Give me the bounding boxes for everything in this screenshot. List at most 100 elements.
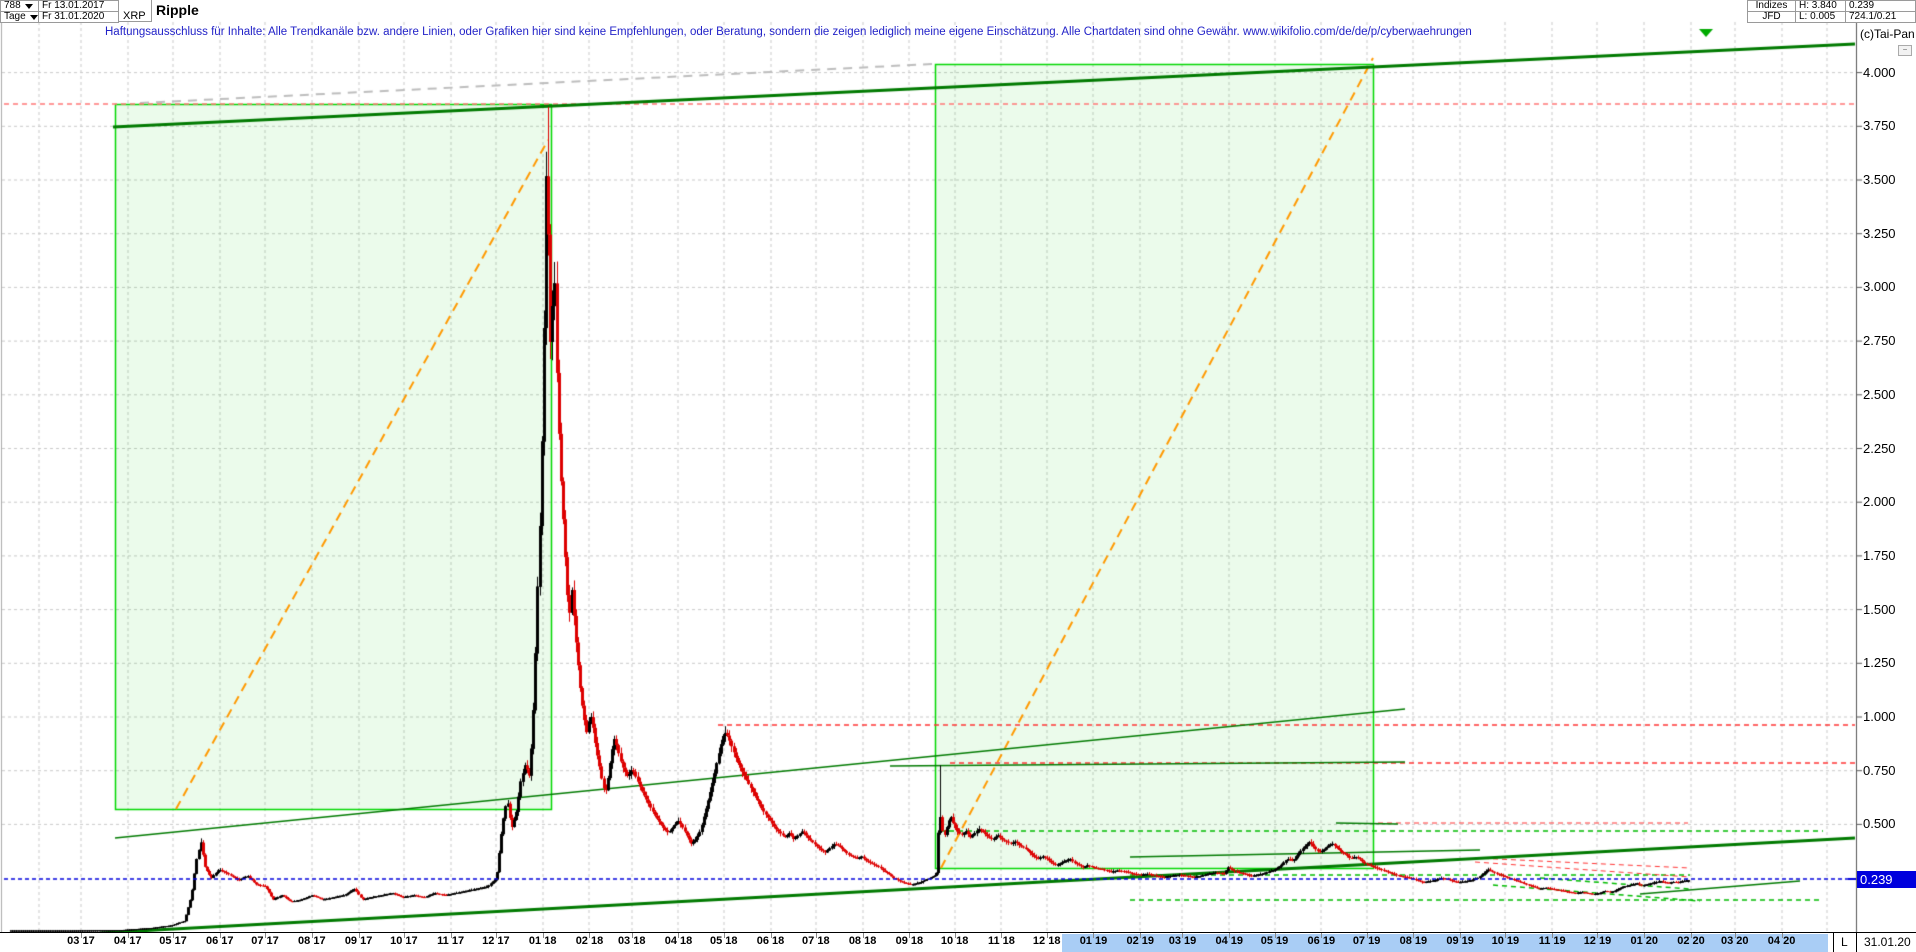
x-axis-tick	[1505, 933, 1507, 938]
x-axis-tick	[1321, 933, 1323, 938]
y-axis-label: 2.250	[1863, 440, 1896, 456]
x-axis-month-label: 04 18	[664, 935, 693, 947]
y-axis-label: 2.500	[1863, 386, 1896, 402]
x-axis-tick	[1552, 933, 1554, 938]
x-axis-month-label: 07 17	[251, 935, 279, 947]
low-marker: L	[1841, 935, 1848, 949]
x-axis-month-label: 05 18	[709, 935, 738, 947]
x-axis-tick	[265, 933, 267, 938]
y-axis-label: 3.250	[1863, 225, 1896, 241]
x-axis-month-label: 06 17	[205, 935, 234, 947]
date-to-field[interactable]: Fr 31.01.2020	[38, 11, 119, 23]
last-date-label: 31.01.20	[1864, 935, 1911, 949]
x-axis-month-label: 09 18	[895, 935, 924, 947]
bars-count-value: 788	[4, 0, 21, 11]
x-axis-tick	[127, 933, 129, 938]
x-axis-month-label: 01 19	[1079, 935, 1108, 947]
minimize-button[interactable]: −	[1898, 45, 1912, 56]
x-axis-month-label: 10 19	[1491, 935, 1520, 947]
x-axis-month-label: 04 20	[1767, 935, 1796, 947]
x-axis-month-label: 05 17	[159, 935, 187, 947]
x-axis-month-label: 10 17	[390, 935, 418, 947]
x-axis-month-label: 06 18	[756, 935, 785, 947]
x-axis-tick	[1734, 933, 1736, 938]
x-axis-month-label: 08 18	[848, 935, 877, 947]
x-axis-month-label: 12 18	[1032, 935, 1061, 947]
provider-label: JFD	[1747, 11, 1796, 23]
y-axis-label: 2.000	[1863, 494, 1896, 510]
x-axis-tick	[1597, 933, 1599, 938]
x-axis-tick	[1413, 933, 1415, 938]
x-axis-tick	[1644, 933, 1646, 938]
x-axis-month-label: 04 19	[1215, 935, 1244, 947]
axis-separator	[1856, 933, 1857, 952]
y-axis-label: 1.750	[1863, 547, 1896, 563]
date-to-value: Fr 31.01.2020	[42, 11, 105, 22]
x-axis-month-label: 09 19	[1446, 935, 1474, 947]
low-label: L: 0.005	[1795, 11, 1846, 23]
x-axis-tick	[1093, 933, 1095, 938]
x-axis-month-label: 05 19	[1260, 935, 1289, 947]
x-axis-tick	[1182, 933, 1184, 938]
x-axis-tick	[450, 933, 452, 938]
symbol-cell-border	[118, 0, 152, 22]
x-axis-tick	[1691, 933, 1693, 938]
y-axis-label: 1.000	[1863, 709, 1896, 724]
y-axis-label: 3.000	[1863, 279, 1896, 295]
x-axis-tick	[80, 933, 82, 938]
x-axis-tick	[723, 933, 725, 938]
y-axis-label: 0.750	[1863, 762, 1896, 778]
x-axis-month-label: 10 18	[940, 935, 969, 947]
x-axis-month-label: 08 17	[298, 935, 326, 947]
x-axis-month-label: 12 17	[482, 935, 510, 947]
x-axis-month-label: 11 17	[437, 935, 465, 947]
x-axis-month-label: 07 18	[802, 935, 830, 947]
x-axis-tick	[1460, 933, 1462, 938]
x-axis-tick	[219, 933, 221, 938]
x-axis-month-label: 01 18	[528, 935, 557, 947]
x-axis-tick	[495, 933, 497, 938]
x-axis-tick	[1140, 933, 1142, 938]
period-dropdown[interactable]: Tage	[0, 11, 39, 23]
x-axis-tick	[770, 933, 772, 938]
y-axis-label: 2.750	[1863, 333, 1896, 349]
x-axis-month-label: 06 19	[1307, 935, 1336, 947]
symbol-label: XRP	[123, 10, 146, 22]
x-axis-tick	[909, 933, 911, 938]
volume-info: 724.1/0.21	[1845, 11, 1916, 23]
x-axis-tick	[1229, 933, 1231, 938]
x-axis-month-label: 03 17	[67, 935, 95, 947]
axis-separator	[1833, 933, 1834, 952]
chevron-down-icon	[24, 3, 33, 9]
x-axis-month-label: 07 19	[1352, 935, 1381, 947]
x-axis-month-label: 03 19	[1168, 935, 1197, 947]
y-axis-label: 1.500	[1863, 601, 1896, 617]
x-axis-tick	[631, 933, 633, 938]
x-axis-month-label: 11 18	[987, 935, 1015, 947]
date-range-selection-band[interactable]	[1062, 934, 1828, 952]
x-axis-tick	[589, 933, 591, 938]
chevron-down-icon	[29, 14, 38, 20]
x-axis-tick	[358, 933, 360, 938]
copyright-label: (c)Tai-Pan	[1860, 27, 1915, 41]
x-axis-month-label: 09 17	[344, 935, 373, 947]
x-axis-tick	[678, 933, 680, 938]
x-axis-month-label: 02 20	[1677, 935, 1705, 947]
y-axis-label: 3.500	[1863, 172, 1896, 187]
x-axis-month-label: 02 18	[575, 935, 604, 947]
x-axis-tick	[1366, 933, 1368, 938]
x-axis-month-label: 03 18	[617, 935, 646, 947]
x-axis-tick	[542, 933, 544, 938]
x-axis-month-label: 01 20	[1630, 935, 1658, 947]
x-axis-month-label: 12 19	[1583, 935, 1612, 947]
x-axis-tick	[311, 933, 313, 938]
y-axis-label: 1.250	[1863, 655, 1896, 671]
date-from-value: Fr 13.01.2017	[42, 0, 105, 11]
x-axis-tick	[1001, 933, 1003, 938]
x-axis-strip[interactable]: 03 17 04 17 05 17 06 17 07 17 08 17 09 17 10 17…	[0, 932, 1916, 952]
x-axis-month-label: 11 19	[1538, 935, 1566, 947]
x-axis-tick	[954, 933, 956, 938]
last-price-badge: 0.239	[1857, 871, 1916, 889]
x-axis-tick	[1046, 933, 1048, 938]
